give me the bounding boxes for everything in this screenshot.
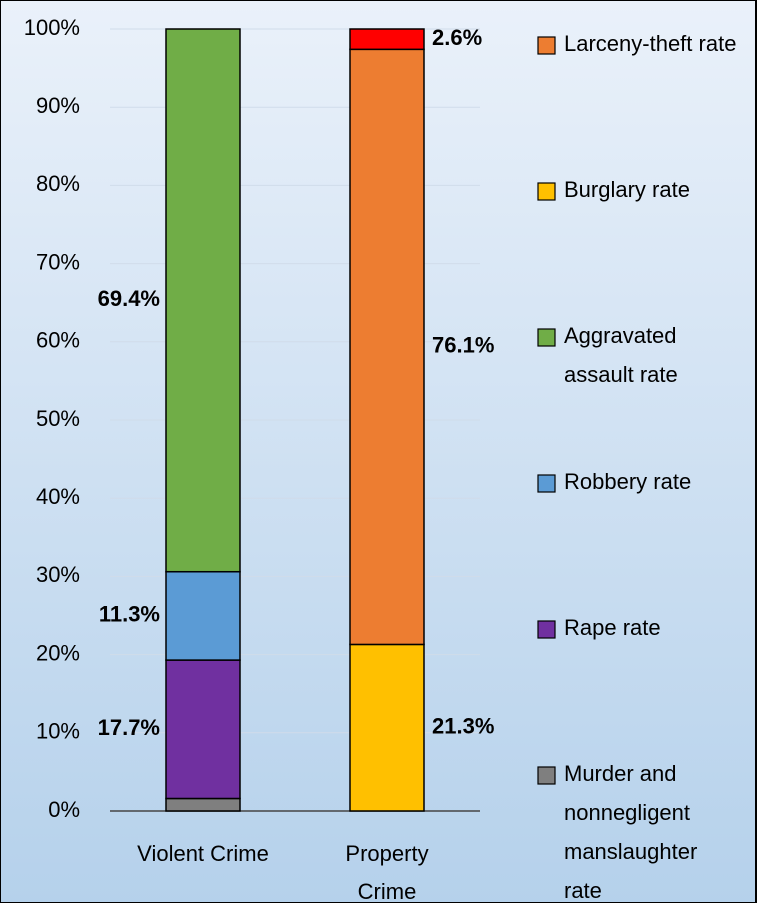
legend-label: Burglary rate [564, 177, 690, 202]
data-label: 21.3% [432, 714, 494, 739]
y-tick-label: 70% [36, 249, 80, 274]
data-label: 2.6% [432, 25, 482, 50]
data-label: 69.4% [98, 286, 160, 311]
legend-swatch [537, 182, 556, 201]
y-tick-label: 30% [36, 562, 80, 587]
bar-segment [165, 28, 241, 573]
bar-segment [349, 643, 425, 812]
y-tick-label: 100% [24, 15, 80, 40]
y-tick-label: 10% [36, 719, 80, 744]
data-label: 76.1% [432, 333, 494, 358]
bar-segment [349, 48, 425, 646]
bar-segment [165, 659, 241, 800]
bar-segment [165, 797, 241, 812]
legend-swatch [537, 328, 556, 347]
legend-label: Aggravated assault rate [564, 323, 678, 387]
bar-segment [165, 570, 241, 661]
data-label: 17.7% [98, 715, 160, 740]
x-tick-label: Violent Crime [137, 841, 269, 866]
y-tick-label: 50% [36, 406, 80, 431]
legend-swatch [537, 620, 556, 639]
y-tick-label: 90% [36, 93, 80, 118]
y-tick-label: 40% [36, 484, 80, 509]
legend-label: Rape rate [564, 615, 661, 640]
legend-label: Larceny-theft rate [564, 31, 736, 56]
legend-label: Murder and nonnegligent manslaughter rate [564, 761, 697, 903]
legend-swatch [537, 766, 556, 785]
y-tick-label: 60% [36, 328, 80, 353]
y-tick-label: 20% [36, 640, 80, 665]
y-tick-label: 0% [48, 797, 80, 822]
legend-label: Robbery rate [564, 469, 691, 494]
y-tick-label: 80% [36, 171, 80, 196]
data-label: 11.3% [99, 602, 160, 627]
legend-swatch [537, 36, 556, 55]
bar-segment [349, 28, 425, 51]
legend-swatch [537, 474, 556, 493]
x-tick-label: Property Crime [345, 841, 428, 903]
